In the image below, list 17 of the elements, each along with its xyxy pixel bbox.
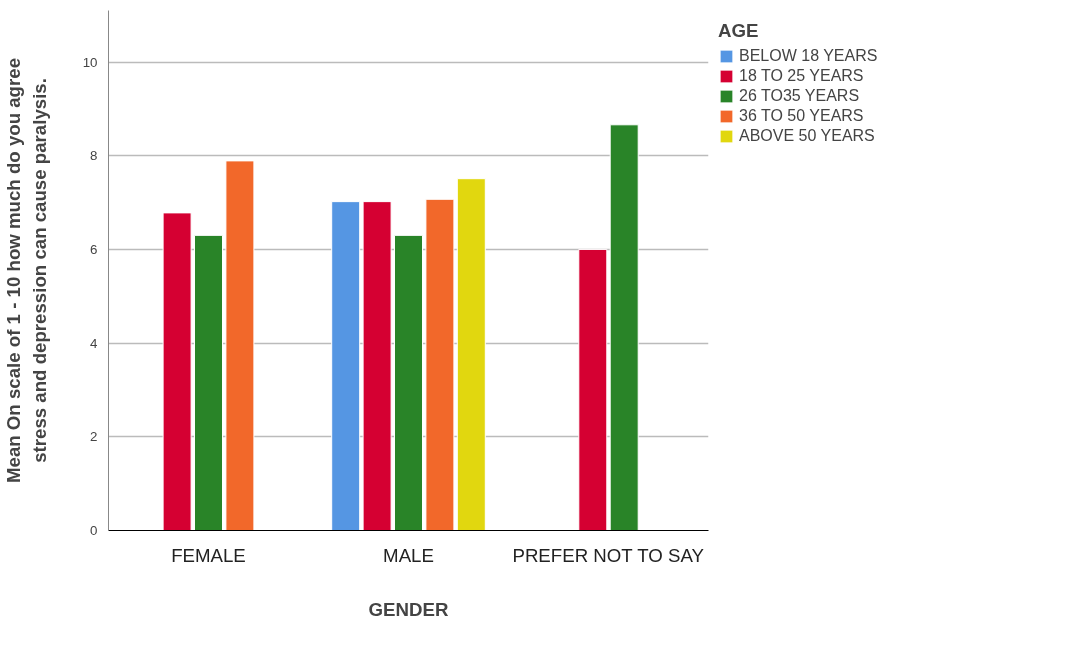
y-tick-label: 10: [82, 54, 98, 70]
legend-label: 36 TO 50 YEARS: [739, 107, 864, 125]
legend-label: ABOVE 50 YEARS: [739, 127, 875, 145]
legend-label: 26 TO35 YEARS: [739, 87, 860, 105]
legend-label: 18 TO 25 YEARS: [739, 67, 864, 85]
legend-label: BELOW 18 YEARS: [739, 47, 878, 65]
y-tick-label: 0: [90, 523, 98, 538]
y-tick-label: 2: [90, 429, 98, 445]
y-tick-label: 8: [90, 148, 98, 164]
x-axis-title: GENDER: [368, 598, 449, 620]
x-tick-label: MALE: [383, 544, 434, 566]
legend-title: AGE: [718, 20, 760, 42]
y-tick-label: 4: [90, 335, 99, 351]
x-tick-label: PREFER NOT TO SAY: [512, 544, 705, 566]
y-tick-label: 6: [90, 241, 98, 257]
x-tick-label: FEMALE: [171, 544, 246, 566]
y-axis-title: Mean On scale of 1 - 10 how much do you agree stress and depression can cause paralysis.: [3, 57, 50, 484]
